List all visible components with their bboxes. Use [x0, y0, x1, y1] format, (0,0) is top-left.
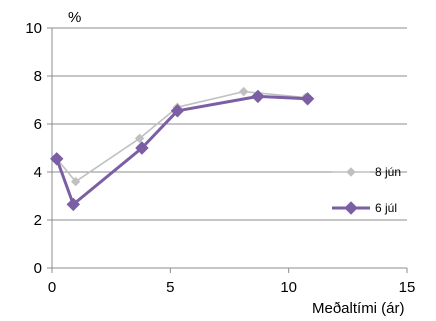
- y-tick-label-4: 4: [34, 164, 42, 181]
- data-point-1-2: [70, 176, 81, 187]
- legend-label-2: 6 júl: [375, 201, 397, 215]
- y-tick-labels: 0 2 4 6 8 10: [25, 20, 42, 277]
- series-2: [50, 89, 315, 212]
- data-point-2-1: [50, 152, 64, 166]
- data-point-2-3: [135, 141, 149, 155]
- series-layer: [50, 86, 315, 212]
- grid-lines: [52, 27, 407, 221]
- data-point-2-6: [300, 92, 315, 106]
- y-axis-label: %: [68, 9, 81, 26]
- series-1: [52, 86, 310, 187]
- legend-label-1: 8 jún: [375, 165, 401, 179]
- x-tick-label-10: 10: [280, 279, 297, 296]
- y-tick-label-6: 6: [34, 116, 42, 133]
- data-point-1-3: [134, 133, 145, 144]
- x-tick-label-15: 15: [399, 279, 416, 296]
- legend: 8 jún 6 júl: [332, 165, 401, 215]
- data-point-1-5: [238, 86, 249, 97]
- x-tick-label-5: 5: [166, 279, 174, 296]
- series-line-2: [55, 94, 308, 206]
- legend-marker-1: [346, 167, 356, 177]
- y-tick-label-0: 0: [34, 260, 42, 277]
- x-tick-labels: 0 5 10 15: [48, 279, 416, 296]
- y-tick-label-8: 8: [34, 68, 42, 85]
- data-point-2-2: [66, 197, 81, 212]
- series-line-1: [56, 90, 306, 183]
- data-point-2-4: [170, 104, 185, 118]
- x-tick-label-0: 0: [48, 279, 56, 296]
- x-axis-label: Meðaltími (ár): [312, 300, 405, 317]
- y-tick-label-10: 10: [25, 20, 42, 37]
- y-tick-label-2: 2: [34, 212, 42, 229]
- data-point-2-5: [251, 89, 265, 104]
- axes: [47, 27, 408, 273]
- legend-marker-2: [344, 201, 358, 215]
